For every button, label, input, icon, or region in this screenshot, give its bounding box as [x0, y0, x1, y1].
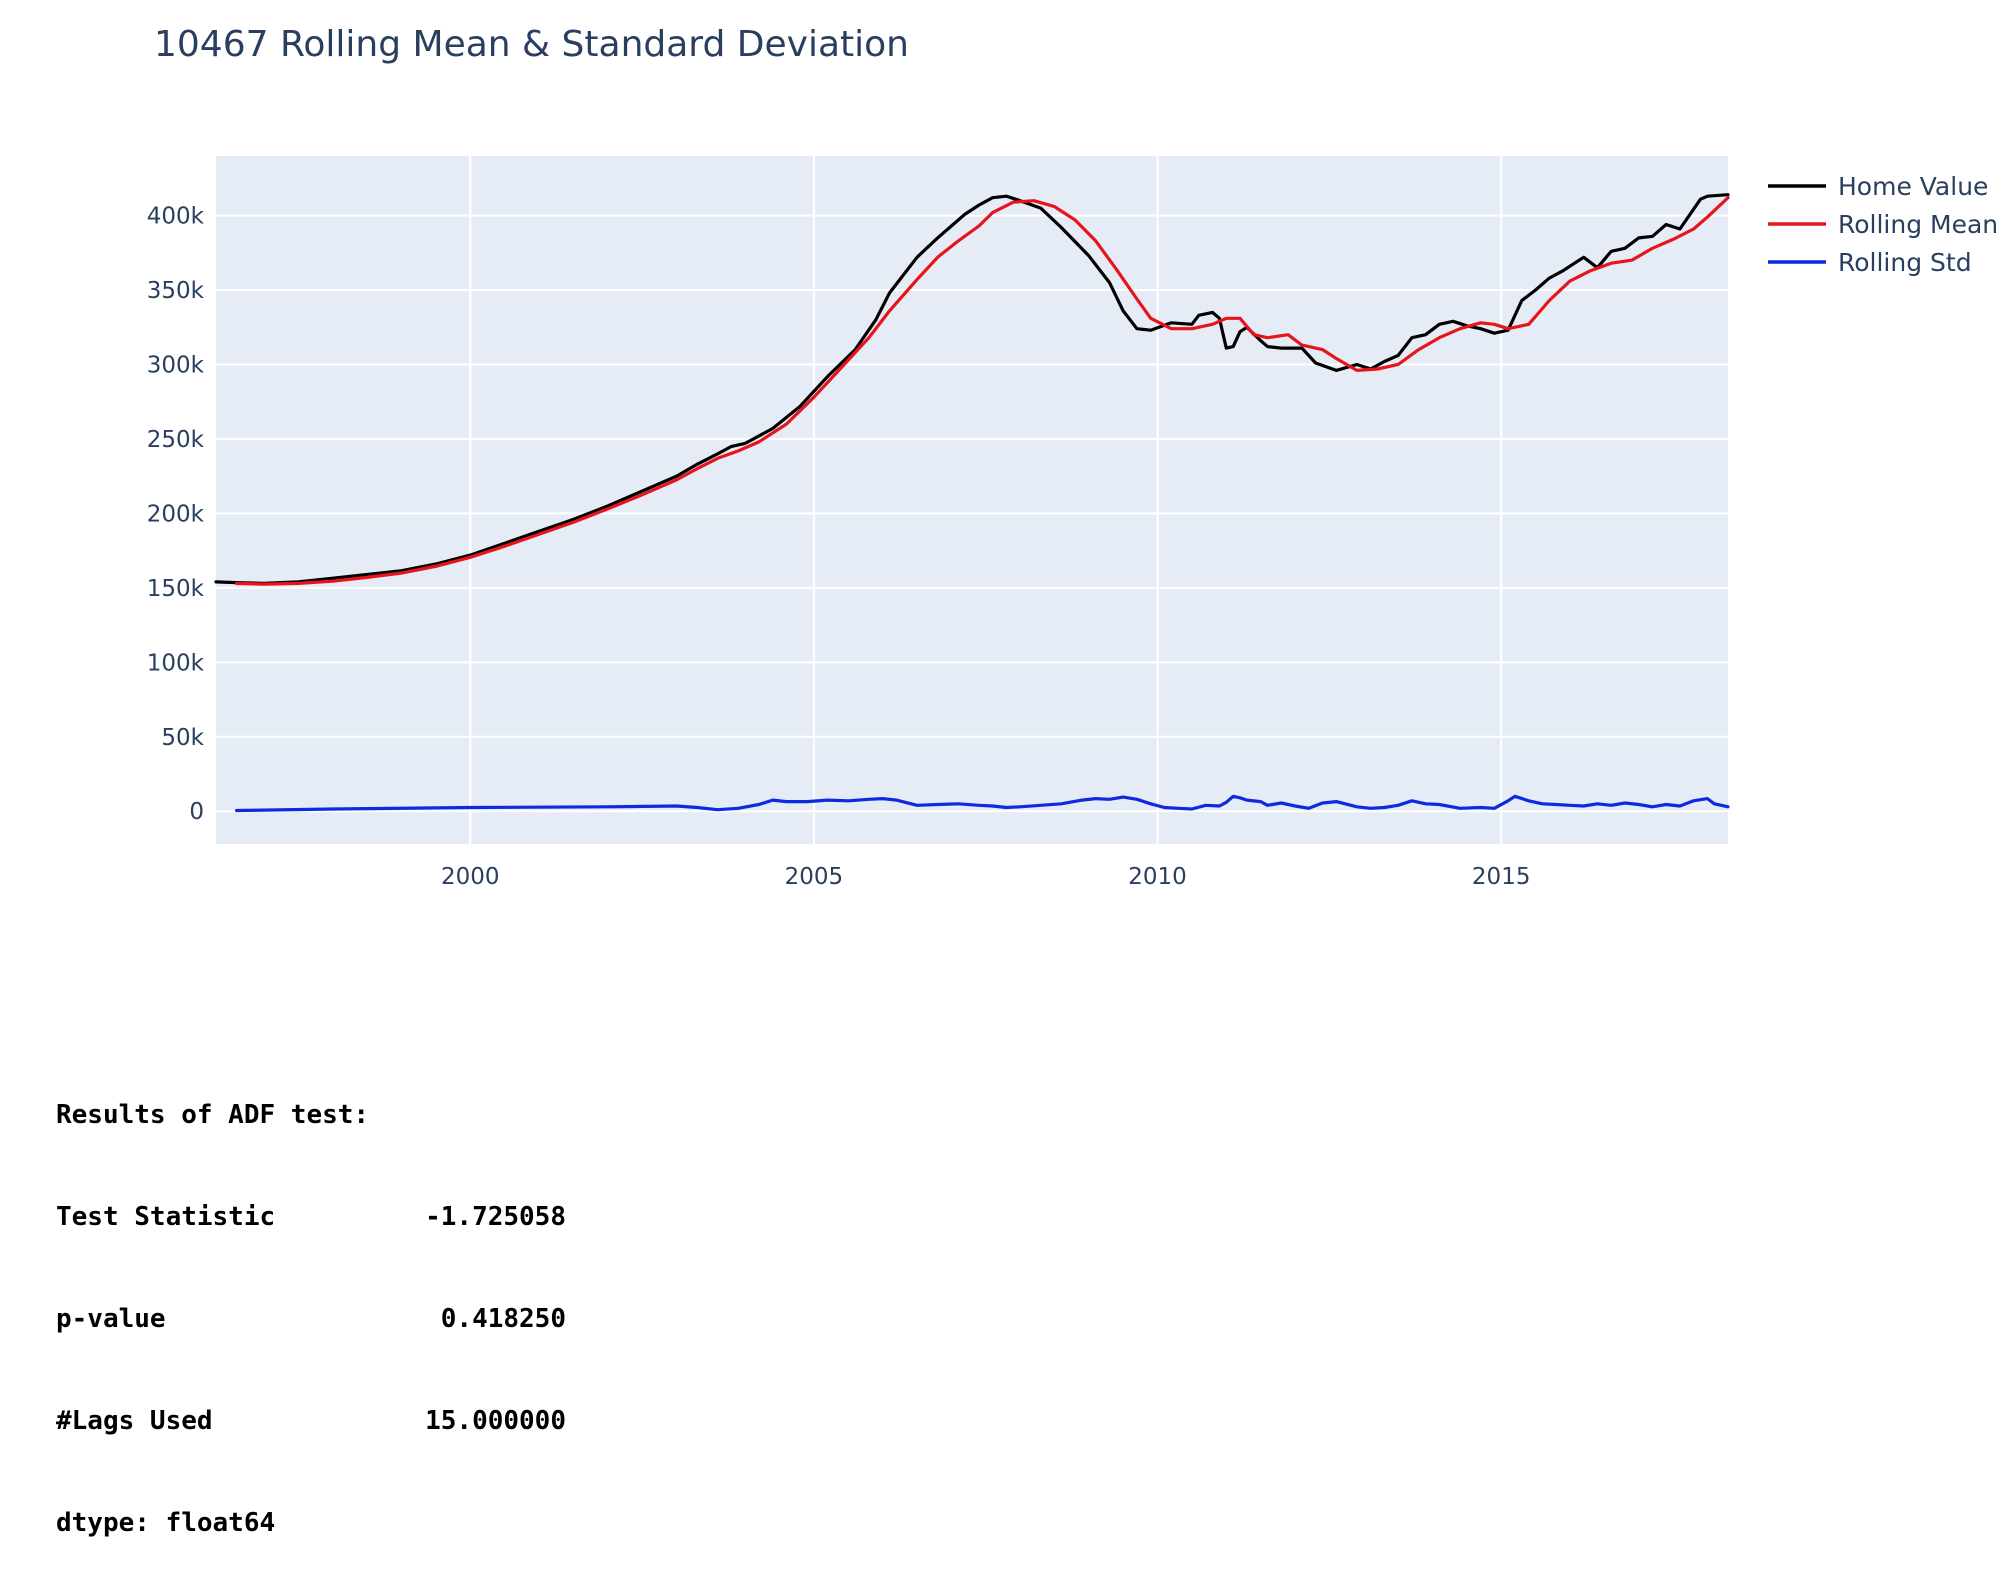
adf-key: #Lags Used [56, 1406, 213, 1436]
x-tick-label: 2000 [441, 864, 500, 890]
rolling-mean-line [235, 196, 1730, 586]
x-tick-label: 2005 [785, 864, 844, 890]
adf-row-p-value: p-value 0.418250 [56, 1302, 566, 1336]
y-tick-label: 350k [147, 278, 205, 304]
adf-row-lags-used: #Lags Used 15.000000 [56, 1404, 566, 1438]
y-tick-label: 300k [147, 352, 205, 378]
adf-header: Results of ADF test: [56, 1100, 370, 1130]
home-value-line [214, 193, 1730, 586]
adf-value: 15.000000 [425, 1406, 566, 1436]
adf-row-test-statistic: Test Statistic -1.725058 [56, 1200, 566, 1234]
x-axis-ticks: 2000 2005 2010 2015 [441, 864, 1530, 890]
y-tick-label: 50k [161, 725, 204, 751]
legend-label-rolling-std: Rolling Std [1838, 248, 1972, 277]
y-tick-label: 150k [147, 576, 205, 602]
adf-value: -1.725058 [425, 1202, 566, 1232]
adf-key: Test Statistic [56, 1202, 276, 1232]
x-tick-label: 2015 [1472, 864, 1531, 890]
y-tick-label: 200k [147, 501, 205, 527]
adf-key: p-value [56, 1304, 166, 1334]
rolling-std-line [235, 794, 1730, 813]
y-tick-label: 0 [189, 799, 204, 825]
grid-lines [216, 156, 1728, 844]
series-lines [214, 193, 1730, 813]
y-tick-label: 250k [147, 427, 205, 453]
y-tick-label: 400k [147, 204, 205, 230]
adf-value: 0.418250 [440, 1304, 566, 1334]
chart-title: 10467 Rolling Mean & Standard Deviation [154, 24, 909, 65]
plot-area [216, 156, 1728, 844]
rolling-stats-chart: 10467 Rolling Mean & Standard Deviation … [147, 24, 1998, 890]
y-tick-label: 100k [147, 650, 205, 676]
legend: Home Value Rolling Mean Rolling Std [1768, 172, 1998, 277]
adf-dtype: dtype: float64 [56, 1508, 276, 1538]
y-axis-ticks: 0 50k 100k 150k 200k 250k 300k 350k 400k [147, 204, 205, 826]
x-tick-label: 2010 [1128, 864, 1187, 890]
adf-test-output: Results of ADF test: Test Statistic -1.72… [56, 1030, 566, 1574]
legend-label-home-value: Home Value [1838, 172, 1988, 201]
legend-label-rolling-mean: Rolling Mean [1838, 210, 1998, 239]
